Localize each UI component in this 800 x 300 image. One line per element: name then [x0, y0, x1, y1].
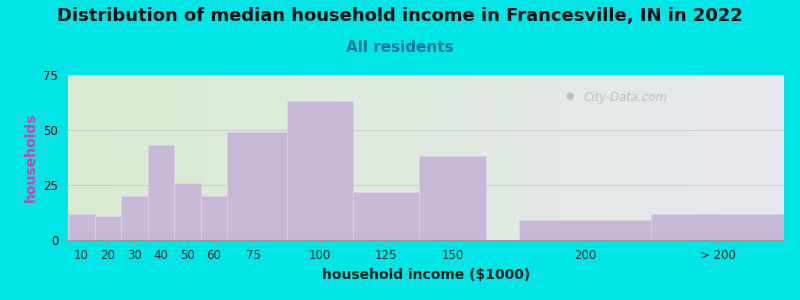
Y-axis label: households: households [24, 113, 38, 202]
Bar [519, 220, 651, 240]
Text: City-Data.com: City-Data.com [583, 92, 668, 104]
Bar [68, 214, 94, 240]
Bar [174, 183, 201, 240]
Bar [353, 192, 419, 240]
Bar [227, 132, 294, 240]
X-axis label: household income ($1000): household income ($1000) [322, 268, 530, 282]
Bar [201, 196, 227, 240]
Bar [121, 196, 147, 240]
Text: ●: ● [566, 92, 574, 101]
Bar [286, 101, 353, 240]
Text: All residents: All residents [346, 40, 454, 56]
Bar [419, 156, 486, 240]
Text: Distribution of median household income in Francesville, IN in 2022: Distribution of median household income … [57, 8, 743, 26]
Bar [94, 216, 121, 240]
Bar [651, 214, 784, 240]
Bar [147, 146, 174, 240]
